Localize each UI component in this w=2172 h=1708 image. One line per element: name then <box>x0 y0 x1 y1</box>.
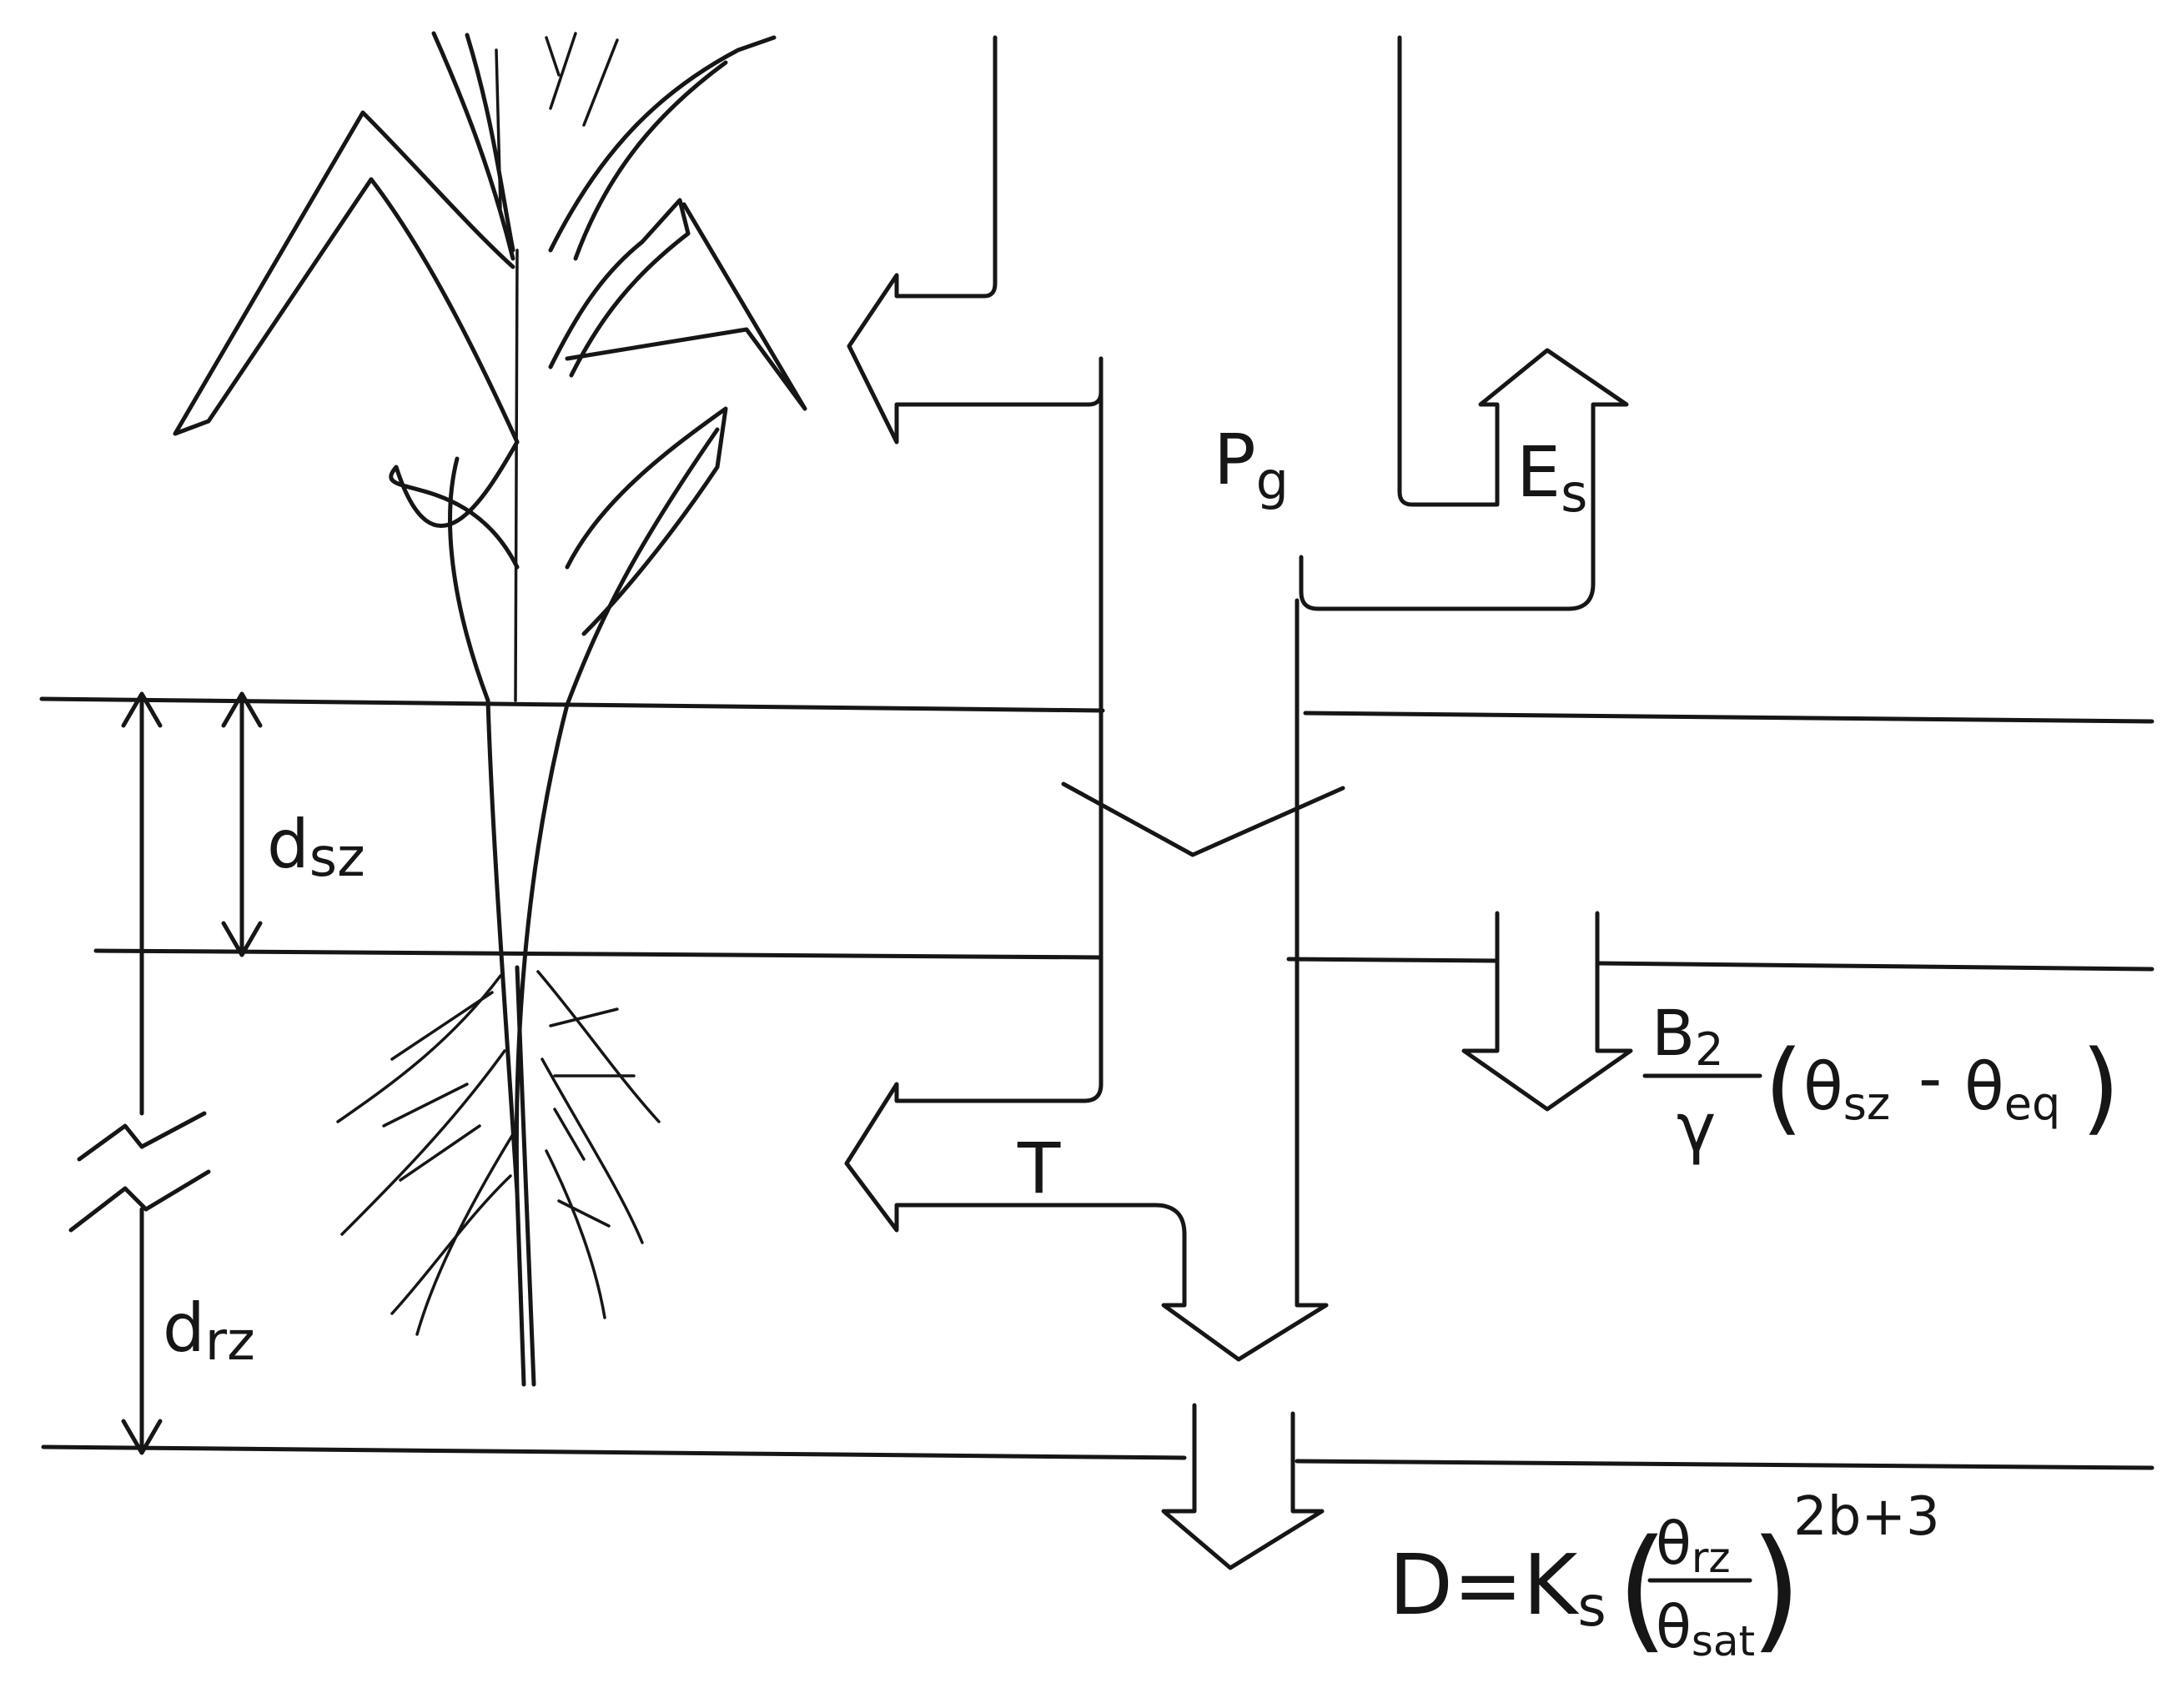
exchange-numerator: B2 <box>1652 996 1724 1076</box>
leaf-left-curl <box>389 440 520 570</box>
exchange-open-paren: ( <box>1764 1030 1803 1146</box>
surface-zone-bottom-line-right <box>1595 961 2154 972</box>
leaf-right-lower <box>565 406 728 636</box>
corn-plant <box>173 31 807 1387</box>
axis-break-symbol <box>68 1111 211 1233</box>
dsz-dimension-arrow <box>221 691 263 957</box>
root-left-2 <box>340 1049 506 1236</box>
dsz-label: dsz <box>267 806 365 889</box>
exchange-close-paren: ) <box>2081 1030 2120 1146</box>
root-left-5 <box>382 991 494 1182</box>
drainage-numerator: θrz <box>1656 1510 1731 1582</box>
leaf-left-upper <box>431 31 515 261</box>
root-right-4 <box>549 1007 636 1228</box>
exchange-denominator: γ <box>1677 1089 1716 1167</box>
drainage-open-paren: ( <box>1616 1510 1668 1666</box>
exchange-theta-sz: θsz <box>1803 1050 1890 1130</box>
root-left-4 <box>390 1174 512 1315</box>
drz-dimension-arrow <box>121 691 163 1455</box>
exchange-minus: - <box>1918 1042 1942 1117</box>
root-right-3 <box>545 1149 606 1319</box>
drainage-close-paren: ) <box>1750 1510 1802 1666</box>
leaf-midrib <box>495 48 519 702</box>
precip-label: Pg <box>1214 419 1289 511</box>
tassel-lines <box>545 32 619 127</box>
plant-roots <box>336 965 661 1387</box>
plant-stem-lower <box>448 427 720 707</box>
drainage-arrow <box>1161 1403 1325 1570</box>
root-zone-bottom-line <box>41 1444 1187 1460</box>
surface-zone-bottom-line-mid <box>1286 957 1500 963</box>
leaf-right-arrow <box>565 202 807 411</box>
exchange-theta-eq: θeq <box>1964 1050 2060 1130</box>
drainage-denominator: θsat <box>1656 1593 1755 1665</box>
transpiration-arrow-upper <box>847 35 1104 445</box>
plant-stalk <box>485 698 570 1387</box>
root-left-3 <box>415 1133 515 1336</box>
transpiration-stem-right <box>844 356 1329 1362</box>
soil-layer-lines <box>39 696 2154 1470</box>
drz-label: drz <box>163 1289 255 1373</box>
drainage-lhs: D=Ks <box>1389 1536 1606 1639</box>
leaf-right <box>548 198 691 378</box>
drainage-exponent: 2b+3 <box>1793 1486 1940 1548</box>
root-left-1 <box>336 974 502 1123</box>
root-main <box>515 965 536 1387</box>
root-zone-bottom-line-right <box>1295 1459 2154 1470</box>
leaf-right-upper <box>548 35 777 261</box>
transp-label: T <box>1017 1128 1061 1209</box>
exchange-arrow <box>1461 911 1633 1112</box>
exchange-formula: B2 γ ( θsz - θeq ) <box>1642 996 2120 1167</box>
root-right-2 <box>540 1057 644 1244</box>
evaporation-arrow <box>1299 35 1629 611</box>
root-right-1 <box>536 970 661 1123</box>
leaf-left <box>173 110 520 445</box>
soil-surface-line <box>39 696 1105 713</box>
depth-markers <box>68 691 263 1455</box>
drainage-formula: D=Ks ( θrz θsat ) 2b+3 <box>1389 1486 1940 1666</box>
evap-label: Es <box>1516 431 1587 524</box>
infiltration-chevron <box>1061 781 1345 857</box>
flux-labels: Pg Es T dsz drz <box>163 419 1587 1373</box>
soil-surface-line-right <box>1303 711 2154 724</box>
surface-zone-bottom-line <box>93 948 1102 960</box>
flux-arrows <box>844 35 1633 1570</box>
